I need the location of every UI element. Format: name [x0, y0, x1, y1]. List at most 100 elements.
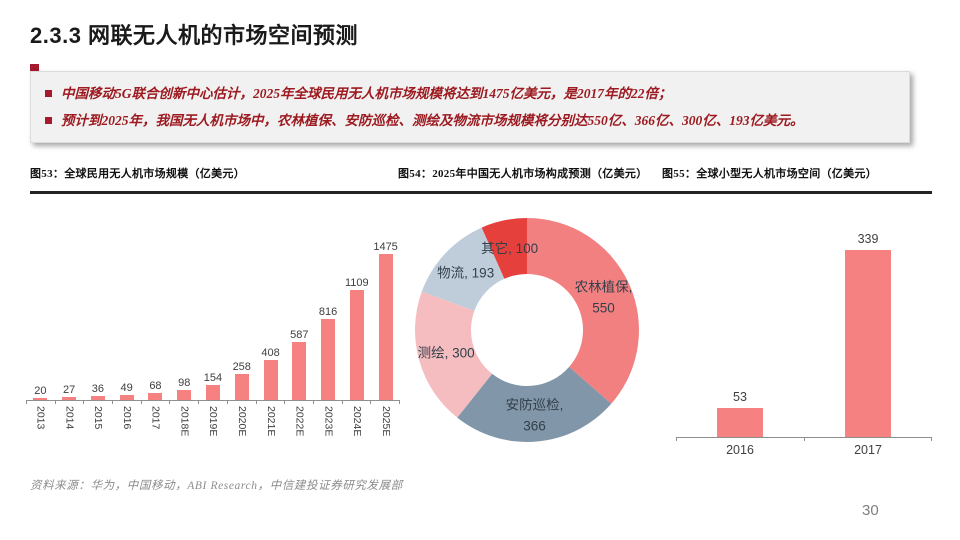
- bar-2013: [33, 398, 48, 400]
- source-note: 资料来源：华为，中国移动，ABI Research，中信建投证券研究发展部: [30, 480, 403, 492]
- axis-tick: [370, 401, 400, 404]
- donut-segment-2: [414, 291, 493, 418]
- x-axis-label-cell: 2014: [55, 404, 84, 446]
- bar-2016: [119, 395, 134, 400]
- x-axis-label: 2014: [63, 406, 76, 430]
- x-axis-label: 2023E: [322, 406, 335, 437]
- x-axis-label: 2017: [149, 406, 162, 430]
- bar-column: 27: [55, 384, 84, 400]
- bar-2018E: [177, 390, 192, 400]
- axis-tick: [83, 401, 112, 404]
- bar-value-label: 1109: [344, 277, 369, 290]
- plot-area: 53 339: [676, 232, 932, 437]
- x-axis-label: 2025E: [379, 406, 392, 437]
- bar-chart-global-civil-drone-market: 20 27 36 49 68 98 154 258 408 587 816 1109 1475 2013 2…: [26, 235, 400, 446]
- x-axis-label-cell: 2024E: [342, 404, 371, 446]
- donut-segment-4: [481, 218, 527, 279]
- bar-2014: [62, 397, 77, 400]
- axis-tick: [198, 401, 227, 404]
- chart-caption-fig54: 图54：2025年中国无人机市场构成预测（亿美元）: [398, 168, 648, 180]
- x-axis-label-cell: 2017: [141, 404, 170, 446]
- bar-column: 154: [199, 372, 228, 400]
- x-axis-label: 2021E: [264, 406, 277, 437]
- axis-tick: [226, 401, 256, 404]
- donut-segment-label: 其它, 100: [481, 240, 538, 256]
- x-axis-label: 2024E: [351, 406, 364, 437]
- bullet-square-icon: [45, 117, 52, 124]
- axis-tick: [676, 438, 804, 441]
- axis-tick: [284, 401, 313, 404]
- bar-column: 49: [112, 382, 141, 400]
- bar-column: 20: [26, 385, 55, 400]
- bar-2020E: [234, 374, 249, 400]
- accent-square: [30, 64, 39, 73]
- x-axis: [26, 400, 400, 404]
- donut-segment-label: 农林植保, 550: [575, 279, 633, 315]
- donut-segment-label: 测绘, 300: [418, 346, 475, 361]
- bar-column: 587: [285, 329, 314, 400]
- bullet-item: 预计到2025年，我国无人机市场中，农林植保、安防巡检、测绘及物流市场规模将分别…: [43, 107, 895, 134]
- x-axis-label: 2013: [34, 406, 47, 430]
- x-axis-label: 2017: [854, 443, 882, 457]
- key-points-box: 中国移动5G联合创新中心估计，2025年全球民用无人机市场规模将达到1475亿美…: [30, 71, 910, 143]
- x-axis-label-cell: 2023E: [314, 404, 343, 446]
- divider-line: [30, 191, 932, 194]
- x-axis-label: 2022E: [293, 406, 306, 437]
- bar-value-label: 339: [857, 232, 879, 247]
- x-axis-label: 2020E: [235, 406, 248, 437]
- donut-segment-0: [527, 218, 639, 404]
- bar-column: 408: [256, 347, 285, 400]
- axis-tick: [341, 401, 371, 404]
- donut-segment-3: [421, 227, 505, 311]
- page-title: 2.3.3 网联无人机的市场空间预测: [30, 23, 359, 48]
- bar-value-label: 20: [34, 385, 47, 397]
- bar-chart-global-small-drone-market: 53 339 2016 2017: [676, 232, 932, 457]
- bar-value-label: 258: [232, 361, 251, 374]
- bar-value-label: 68: [149, 380, 162, 393]
- bar-2023E: [321, 319, 336, 400]
- chart-caption-fig53: 图53：全球民用无人机市场规模（亿美元）: [30, 168, 245, 180]
- bar-value-label: 587: [290, 328, 309, 341]
- donut-segment-1: [457, 366, 612, 443]
- donut-chart-china-market-composition: 农林植保, 550 安防巡检, 366 测绘, 300 物流, 193 其它, 100: [399, 210, 655, 450]
- x-axis-label-cell: 2019E: [199, 404, 228, 446]
- bar-value-label: 49: [120, 382, 133, 395]
- bar-value-label: 1475: [373, 241, 398, 254]
- bar-2024E: [349, 290, 364, 400]
- bullet-item: 中国移动5G联合创新中心估计，2025年全球民用无人机市场规模将达到1475亿美…: [43, 80, 895, 107]
- bar-2015: [90, 396, 105, 400]
- axis-tick: [140, 401, 170, 404]
- bar-column: 1109: [342, 277, 371, 400]
- bar-column: 68: [141, 380, 170, 400]
- x-axis-label-cell: 2022E: [285, 404, 314, 446]
- bar-2017: [148, 393, 163, 400]
- donut-segment-label: 物流, 193: [437, 266, 494, 281]
- bar-value-label: 53: [733, 389, 747, 404]
- bar-value-label: 27: [63, 384, 76, 397]
- bar-2016: [717, 407, 763, 437]
- axis-tick: [255, 401, 285, 404]
- donut-svg: 农林植保, 550 安防巡检, 366 测绘, 300 物流, 193 其它, 100: [414, 218, 639, 443]
- bar-column: 1475: [371, 241, 400, 400]
- x-axis-label: 2016: [726, 443, 754, 457]
- x-axis-label-cell: 2021E: [256, 404, 285, 446]
- bar-column: 53: [676, 390, 804, 437]
- x-axis-label-cell: 2018E: [170, 404, 199, 446]
- x-axis-label: 2015: [92, 406, 105, 430]
- bar-column: 339: [804, 232, 932, 437]
- bar-value-label: 98: [178, 377, 191, 390]
- x-axis-label: 2016: [120, 406, 133, 430]
- bar-value-label: 816: [318, 306, 338, 319]
- x-axis-labels: 2013 2014 2015 2016 2017 2018E 2019E 2020E 2021E…: [26, 404, 400, 446]
- axis-tick: [26, 401, 55, 404]
- plot-area: 20 27 36 49 68 98 154 258 408 587 816 1109 1475: [26, 235, 400, 400]
- bar-2022E: [292, 341, 307, 400]
- bar-2017: [845, 250, 891, 437]
- bar-2019E: [205, 384, 220, 400]
- x-axis-label-cell: 2015: [84, 404, 113, 446]
- bar-column: 258: [227, 361, 256, 400]
- bar-value-label: 408: [261, 346, 280, 359]
- bar-2021E: [263, 359, 278, 400]
- bar-column: 816: [314, 306, 343, 400]
